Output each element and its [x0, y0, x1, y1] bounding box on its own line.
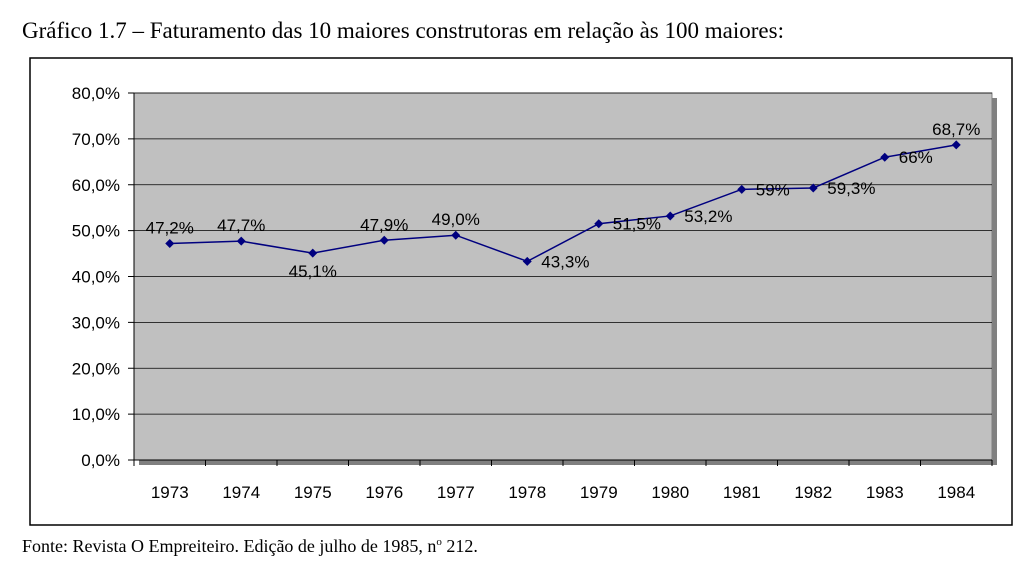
x-tick-label: 1978: [508, 483, 546, 502]
y-tick-label: 0,0%: [81, 451, 120, 470]
y-tick-label: 40,0%: [72, 268, 120, 287]
source-suffix: 212.: [441, 536, 478, 556]
x-tick-label: 1974: [222, 483, 260, 502]
data-point: [594, 219, 604, 229]
x-tick-label: 1983: [866, 483, 904, 502]
data-label: 59,3%: [827, 179, 875, 198]
data-point: [522, 256, 532, 266]
x-tick-label: 1981: [723, 483, 761, 502]
data-label: 47,9%: [360, 215, 408, 234]
data-point: [308, 248, 318, 258]
data-point: [379, 235, 389, 245]
series-line: [169, 144, 957, 263]
data-label: 45,1%: [289, 262, 337, 281]
source-text: Fonte: Revista O Empreiteiro. Edição de …: [22, 536, 437, 556]
data-label: 47,7%: [217, 216, 265, 235]
x-tick-label: 1976: [365, 483, 403, 502]
y-tick-label: 50,0%: [72, 222, 120, 241]
y-tick-label: 30,0%: [72, 313, 120, 332]
data-label: 49,0%: [432, 210, 480, 229]
data-point: [808, 183, 818, 193]
x-tick-label: 1977: [437, 483, 475, 502]
source-superscript: o: [436, 536, 442, 548]
data-point: [236, 236, 246, 246]
source-note: Fonte: Revista O Empreiteiro. Edição de …: [22, 536, 478, 557]
data-point: [451, 230, 461, 240]
data-label: 66%: [899, 148, 933, 167]
x-tick-label: 1975: [294, 483, 332, 502]
x-tick-label: 1979: [580, 483, 618, 502]
y-tick-label: 10,0%: [72, 405, 120, 424]
data-label: 53,2%: [684, 207, 732, 226]
data-label: 47,2%: [146, 218, 194, 237]
data-label: 68,7%: [932, 120, 980, 139]
y-tick-label: 60,0%: [72, 176, 120, 195]
x-tick-label: 1984: [937, 483, 975, 502]
data-point: [165, 238, 175, 248]
x-tick-label: 1980: [651, 483, 689, 502]
y-tick-label: 80,0%: [72, 84, 120, 103]
y-tick-label: 20,0%: [72, 359, 120, 378]
chart-title: Gráfico 1.7 – Faturamento das 10 maiores…: [22, 18, 784, 43]
x-tick-label: 1973: [151, 483, 189, 502]
data-label: 59%: [756, 180, 790, 199]
data-label: 51,5%: [613, 215, 661, 234]
data-point: [951, 140, 961, 150]
y-tick-label: 70,0%: [72, 130, 120, 149]
data-label: 43,3%: [541, 252, 589, 271]
data-point: [665, 211, 675, 221]
data-point: [737, 184, 747, 194]
data-point: [880, 152, 890, 162]
x-tick-label: 1982: [794, 483, 832, 502]
